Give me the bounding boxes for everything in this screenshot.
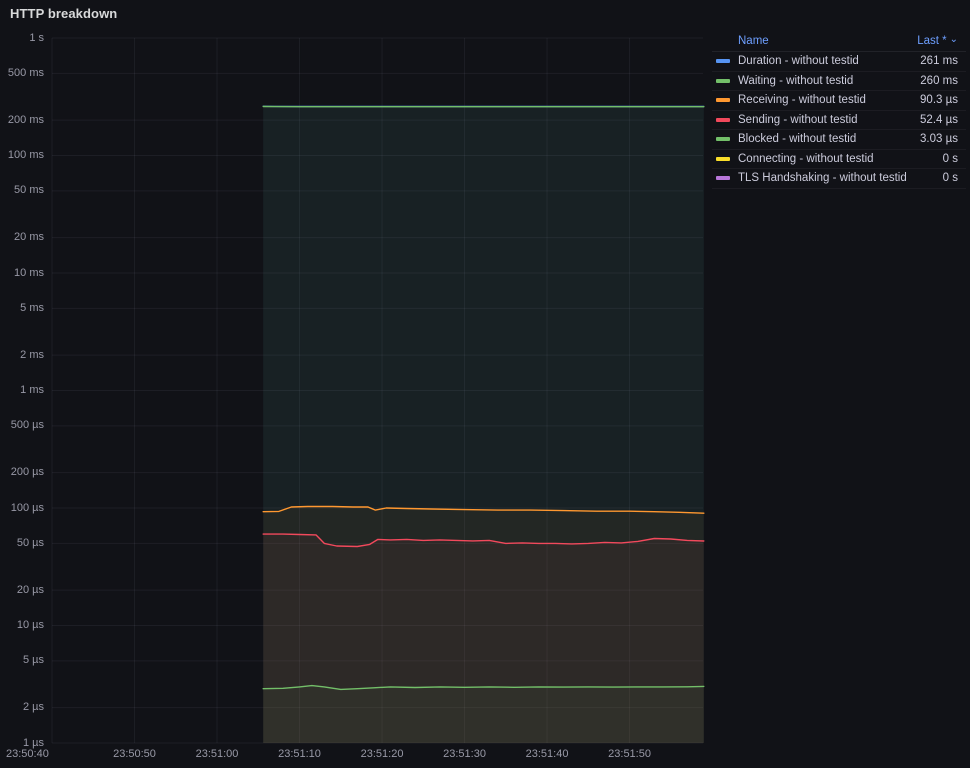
legend-table: Name Last * ⌄ Duration - without testid 2… — [712, 31, 966, 189]
legend-row[interactable]: Sending - without testid 52.4 µs — [712, 111, 966, 130]
y-tick-label: 10 µs — [16, 619, 44, 631]
y-tick-label: 5 ms — [20, 301, 44, 314]
series-name: Sending - without testid — [738, 113, 858, 126]
series-name: Receiving - without testid — [738, 94, 866, 107]
x-tick-label: 23:51:10 — [278, 748, 321, 760]
series-color-swatch — [716, 78, 730, 83]
panel-title[interactable]: HTTP breakdown — [10, 6, 118, 21]
y-tick-label: 1 ms — [20, 384, 44, 396]
y-tick-label: 10 ms — [14, 266, 44, 279]
series-name: Blocked - without testid — [738, 133, 857, 146]
x-tick-label: 23:51:30 — [443, 748, 486, 760]
x-tick-label: 23:51:50 — [608, 748, 651, 760]
y-tick-label: 100 ms — [7, 149, 44, 161]
legend-header-name[interactable]: Name — [738, 35, 769, 47]
y-tick-label: 50 ms — [14, 184, 44, 197]
series-color-swatch — [716, 156, 730, 161]
series-last-value: 0 s — [942, 172, 958, 185]
series-name: TLS Handshaking - without testid — [738, 172, 907, 185]
y-tick-label: 500 µs — [10, 419, 44, 432]
series-color-swatch — [716, 117, 730, 122]
series-last-value: 90.3 µs — [920, 94, 958, 107]
x-tick-label: 23:50:50 — [113, 748, 156, 760]
legend-row[interactable]: Receiving - without testid 90.3 µs — [712, 91, 966, 111]
series-color-swatch — [716, 59, 730, 64]
legend-row[interactable]: TLS Handshaking - without testid 0 s — [712, 169, 966, 189]
y-tick-label: 5 µs — [22, 654, 44, 667]
legend-row[interactable]: Connecting - without testid 0 s — [712, 150, 966, 169]
y-tick-label: 2 µs — [22, 701, 44, 714]
series-name: Waiting - without testid — [738, 74, 854, 87]
legend-header-last[interactable]: Last * ⌄ — [917, 34, 958, 48]
x-tick-label: 23:51:00 — [195, 748, 239, 760]
y-tick-label: 200 µs — [10, 466, 44, 479]
y-tick-label: 200 ms — [7, 113, 44, 126]
series-last-value: 3.03 µs — [920, 133, 958, 146]
legend-row[interactable]: Duration - without testid 261 ms — [712, 52, 966, 72]
y-tick-label: 50 µs — [16, 536, 44, 549]
y-tick-label: 1 s — [29, 31, 44, 44]
series-last-value: 52.4 µs — [920, 113, 958, 126]
y-tick-label: 20 ms — [14, 231, 44, 244]
series-name: Connecting - without testid — [738, 152, 874, 165]
legend-header: Name Last * ⌄ — [712, 31, 966, 52]
x-tick-label: 23:50:40 — [6, 748, 49, 760]
y-tick-label: 20 µs — [16, 583, 44, 596]
series-last-value: 260 ms — [920, 74, 958, 87]
series-name: Duration - without testid — [738, 55, 859, 68]
series-color-swatch — [716, 176, 730, 181]
legend-header-last-label: Last * — [917, 35, 947, 47]
series-color-swatch — [716, 98, 730, 103]
series-last-value: 0 s — [942, 152, 958, 165]
legend-row[interactable]: Blocked - without testid 3.03 µs — [712, 130, 966, 150]
series-color-swatch — [716, 137, 730, 142]
y-tick-label: 1 µs — [22, 736, 44, 749]
y-tick-label: 100 µs — [10, 501, 44, 514]
x-tick-label: 23:51:40 — [525, 748, 569, 760]
sort-desc-icon: ⌄ — [949, 34, 958, 45]
y-tick-label: 2 ms — [20, 348, 44, 361]
y-tick-label: 500 ms — [7, 66, 44, 79]
legend-row[interactable]: Waiting - without testid 260 ms — [712, 72, 966, 91]
legend-rows: Duration - without testid 261 ms Waiting -… — [712, 52, 966, 189]
x-tick-label: 23:51:20 — [360, 748, 404, 760]
series-last-value: 261 ms — [920, 55, 958, 68]
